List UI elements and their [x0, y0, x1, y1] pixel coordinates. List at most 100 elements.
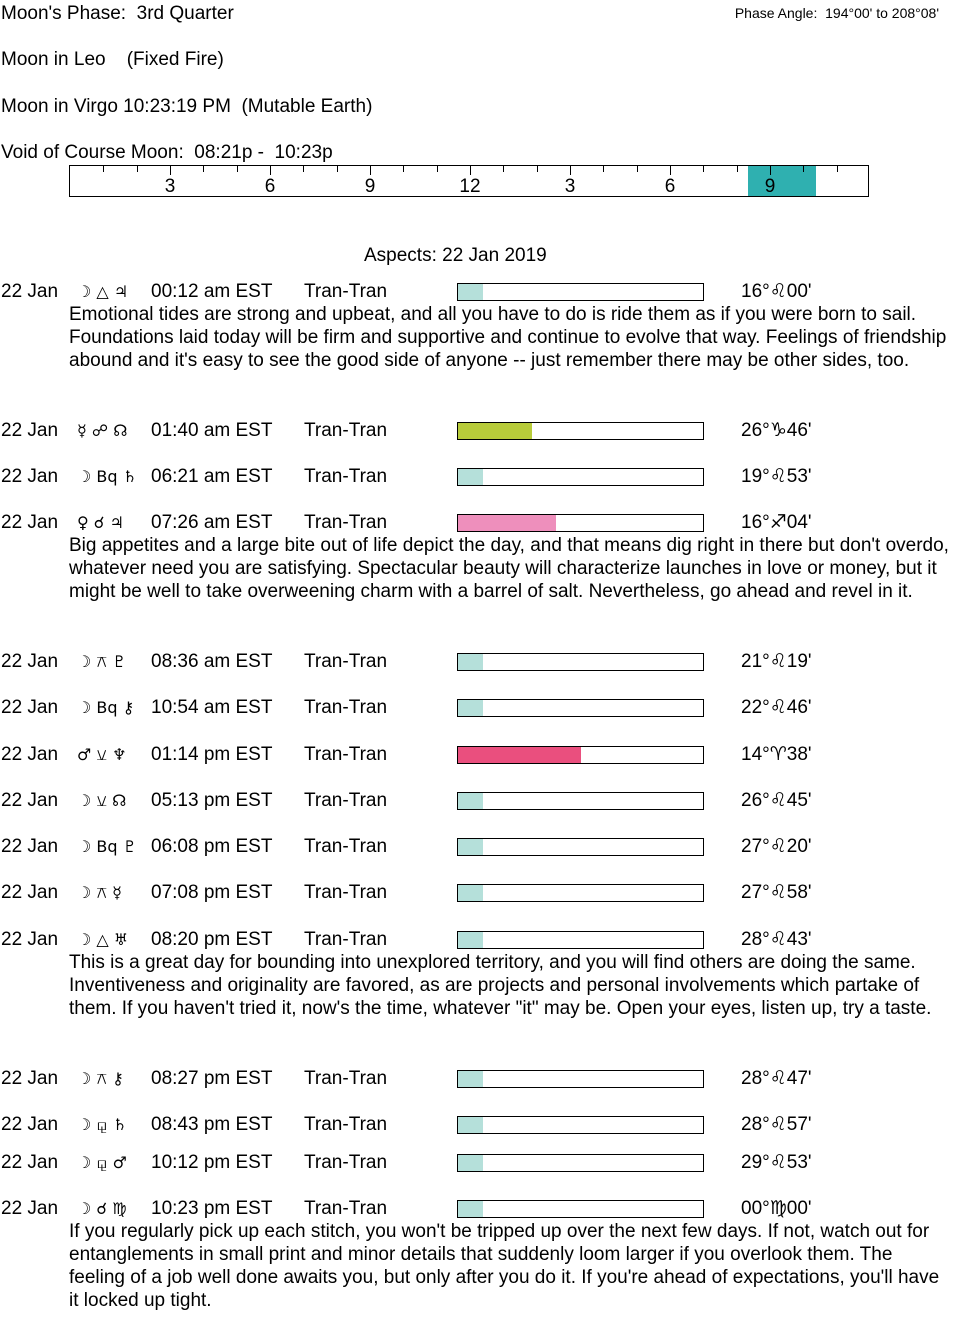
moon-sign-text: Moon in Leo (Fixed Fire) [1, 49, 224, 70]
timeline-hour-label: 3 [164, 176, 176, 197]
aspect-row: 22 Jan ☽ ☌ ♍ 10:23 pm EST Tran-Tran 00°♍00' [0, 1197, 970, 1221]
aspect-date: 22 Jan [1, 281, 59, 302]
timeline-hour-label: 12 [459, 176, 481, 197]
aspect-type: Tran-Tran [304, 882, 388, 903]
aspect-strength-bar [457, 931, 704, 949]
timeline-tick [736, 166, 738, 172]
aspect-date: 22 Jan [1, 697, 59, 718]
void-of-course-text: Void of Course Moon: 08:21p - 10:23p [1, 142, 333, 163]
aspect-date: 22 Jan [1, 882, 59, 903]
timeline-tick [703, 166, 705, 172]
aspect-glyphs: ☽ ⚻ ⚷ [77, 1069, 124, 1088]
aspect-date: 22 Jan [1, 744, 59, 765]
aspect-glyphs: ☽ ⚻ ♇ [77, 652, 127, 671]
aspect-strength-fill [458, 700, 483, 716]
aspect-type: Tran-Tran [304, 466, 388, 487]
aspect-time: 06:21 am EST [151, 466, 273, 487]
aspect-date: 22 Jan [1, 790, 59, 811]
aspect-type: Tran-Tran [304, 697, 388, 718]
aspect-position: 28°♌47' [741, 1068, 812, 1089]
timeline-hour-label: 9 [764, 176, 776, 197]
aspect-row: 22 Jan ☽ ⚻ ☿ 07:08 pm EST Tran-Tran 27°♌58' [0, 881, 970, 905]
aspect-type: Tran-Tran [304, 651, 388, 672]
timeline-tick [136, 166, 138, 172]
aspect-date: 22 Jan [1, 512, 59, 533]
aspect-position: 28°♌43' [741, 929, 812, 950]
aspect-glyphs: ☽ △ ♃ [77, 282, 129, 301]
aspect-glyphs: ☽ ⚺ ☊ [77, 791, 127, 810]
timeline-tick [503, 166, 505, 172]
timeline-hour-label: 6 [264, 176, 276, 197]
aspect-row: 22 Jan ☿ ☍ ☊ 01:40 am EST Tran-Tran 26°♑46' [0, 419, 970, 443]
aspect-glyphs: ♀ ☌ ♃ [77, 513, 124, 532]
aspect-position: 14°♈38' [741, 744, 812, 765]
timeline-tick [103, 166, 105, 172]
aspect-strength-bar [457, 514, 704, 532]
aspect-date: 22 Jan [1, 1152, 59, 1173]
timeline-tick [303, 166, 305, 172]
aspect-strength-bar [457, 1154, 704, 1172]
timeline-tick [570, 166, 571, 175]
timeline-tick [336, 166, 338, 172]
aspect-date: 22 Jan [1, 1198, 59, 1219]
aspect-type: Tran-Tran [304, 929, 388, 950]
aspect-time: 01:40 am EST [151, 420, 273, 441]
timeline-tick [436, 166, 438, 172]
aspect-position: 29°♌53' [741, 1152, 812, 1173]
aspect-glyphs: ☽ ⚼ ♄ [77, 1115, 127, 1134]
aspect-row: 22 Jan ☽ Bq ♄ 06:21 am EST Tran-Tran 19°♌53' [0, 465, 970, 489]
aspect-row: 22 Jan ♀ ☌ ♃ 07:26 am EST Tran-Tran 16°♐04' [0, 511, 970, 535]
aspect-time: 07:08 pm EST [151, 882, 273, 903]
timeline-tick [370, 166, 371, 175]
aspect-type: Tran-Tran [304, 1114, 388, 1135]
aspect-strength-bar [457, 283, 704, 301]
aspect-row: 22 Jan ☽ ⚼ ♄ 08:43 pm EST Tran-Tran 28°♌57' [0, 1113, 970, 1137]
aspect-strength-bar [457, 1116, 704, 1134]
moon-phase-text: Moon's Phase: 3rd Quarter [1, 3, 234, 24]
aspect-row: 22 Jan ☽ △ ♃ 00:12 am EST Tran-Tran 16°♌00' [0, 280, 970, 304]
timeline-hour-label: 3 [564, 176, 576, 197]
aspect-strength-fill [458, 1201, 483, 1217]
aspect-strength-fill [458, 793, 483, 809]
aspect-time: 10:12 pm EST [151, 1152, 273, 1173]
aspect-interpretation: Emotional tides are strong and upbeat, a… [69, 304, 947, 371]
timeline-tick [270, 166, 271, 175]
aspect-type: Tran-Tran [304, 744, 388, 765]
aspect-row: 22 Jan ☽ ⚼ ♂ 10:12 pm EST Tran-Tran 29°♌53' [0, 1151, 970, 1175]
aspect-time: 10:23 pm EST [151, 1198, 273, 1219]
aspect-glyphs: ☽ Bq ♄ [77, 467, 137, 486]
aspect-strength-bar [457, 468, 704, 486]
aspect-date: 22 Jan [1, 466, 59, 487]
timeline-tick [803, 166, 805, 172]
aspect-strength-fill [458, 839, 483, 855]
aspect-date: 22 Jan [1, 836, 59, 857]
timeline-tick [836, 166, 838, 172]
aspect-glyphs: ☽ ⚼ ♂ [77, 1153, 127, 1172]
aspect-row: 22 Jan ☽ ⚻ ♇ 08:36 am EST Tran-Tran 21°♌19' [0, 650, 970, 674]
aspect-position: 27°♌20' [741, 836, 812, 857]
timeline-tick [636, 166, 638, 172]
phase-angle-text: Phase Angle: 194°00' to 208°08' [734, 5, 939, 21]
aspect-position: 19°♌53' [741, 466, 812, 487]
timeline-tick [670, 166, 671, 175]
void-of-course-highlight [748, 166, 816, 196]
aspect-interpretation: If you regularly pick up each stitch, yo… [69, 1221, 940, 1311]
aspect-type: Tran-Tran [304, 512, 388, 533]
aspect-type: Tran-Tran [304, 1198, 388, 1219]
aspect-strength-bar [457, 792, 704, 810]
aspects-title: Aspects: 22 Jan 2019 [364, 245, 547, 266]
aspect-row: 22 Jan ☽ Bq ⚷ 10:54 am EST Tran-Tran 22°♌46' [0, 696, 970, 720]
aspect-type: Tran-Tran [304, 1152, 388, 1173]
aspect-position: 16°♌00' [741, 281, 812, 302]
aspect-strength-bar [457, 746, 704, 764]
aspect-row: 22 Jan ♂ ⚺ ♆ 01:14 pm EST Tran-Tran 14°♈38' [0, 743, 970, 767]
aspect-type: Tran-Tran [304, 790, 388, 811]
timeline-tick [203, 166, 205, 172]
aspect-position: 26°♌45' [741, 790, 812, 811]
aspect-time: 01:14 pm EST [151, 744, 273, 765]
aspect-type: Tran-Tran [304, 1068, 388, 1089]
aspect-strength-fill [458, 515, 556, 531]
aspect-glyphs: ☽ Bq ⚷ [77, 698, 135, 717]
aspect-time: 07:26 am EST [151, 512, 273, 533]
aspect-row: 22 Jan ☽ ⚻ ⚷ 08:27 pm EST Tran-Tran 28°♌47' [0, 1067, 970, 1091]
